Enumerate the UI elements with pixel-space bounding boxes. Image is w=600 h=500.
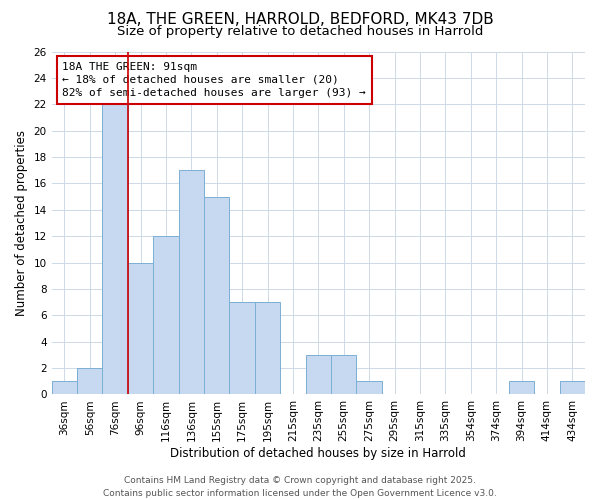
Bar xyxy=(305,355,331,395)
Bar xyxy=(509,382,534,394)
Text: 18A THE GREEN: 91sqm
← 18% of detached houses are smaller (20)
82% of semi-detac: 18A THE GREEN: 91sqm ← 18% of detached h… xyxy=(62,62,366,98)
X-axis label: Distribution of detached houses by size in Harrold: Distribution of detached houses by size … xyxy=(170,447,466,460)
Bar xyxy=(52,382,77,394)
Bar xyxy=(128,262,153,394)
Bar xyxy=(153,236,179,394)
Bar xyxy=(331,355,356,395)
Bar xyxy=(560,382,585,394)
Y-axis label: Number of detached properties: Number of detached properties xyxy=(15,130,28,316)
Bar xyxy=(103,104,128,395)
Bar xyxy=(204,196,229,394)
Bar xyxy=(356,382,382,394)
Text: Size of property relative to detached houses in Harrold: Size of property relative to detached ho… xyxy=(117,25,483,38)
Bar xyxy=(229,302,255,394)
Bar xyxy=(77,368,103,394)
Text: 18A, THE GREEN, HARROLD, BEDFORD, MK43 7DB: 18A, THE GREEN, HARROLD, BEDFORD, MK43 7… xyxy=(107,12,493,28)
Bar xyxy=(179,170,204,394)
Bar xyxy=(255,302,280,394)
Text: Contains HM Land Registry data © Crown copyright and database right 2025.
Contai: Contains HM Land Registry data © Crown c… xyxy=(103,476,497,498)
